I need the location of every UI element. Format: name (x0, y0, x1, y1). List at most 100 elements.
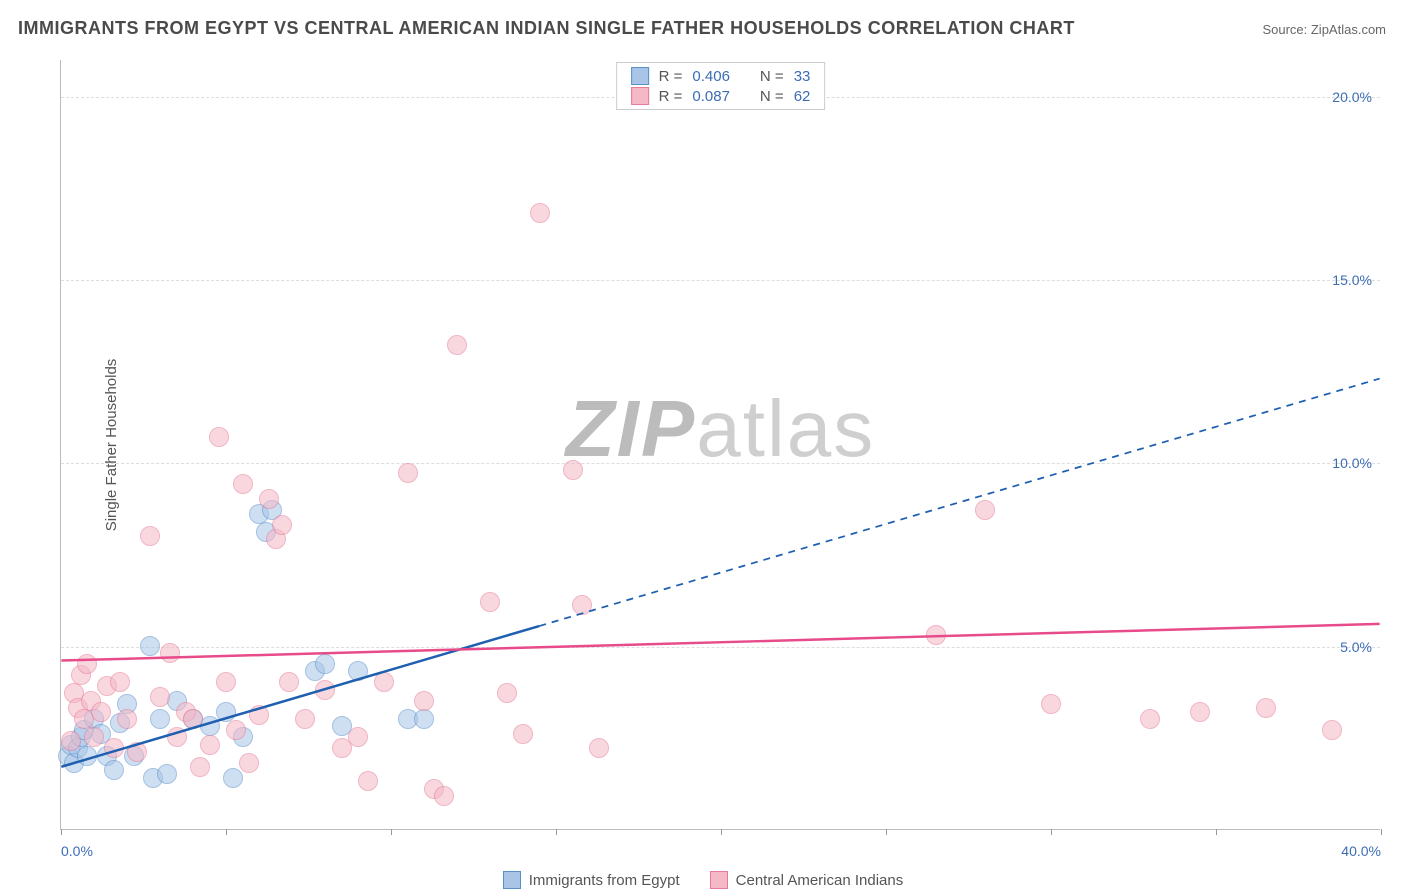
data-point (104, 738, 124, 758)
n-value-1: 62 (794, 88, 811, 105)
watermark: ZIPatlas (566, 383, 875, 475)
data-point (110, 672, 130, 692)
data-point (1322, 720, 1342, 740)
data-point (259, 489, 279, 509)
data-point (414, 691, 434, 711)
data-point (1041, 694, 1061, 714)
data-point (374, 672, 394, 692)
x-tick (556, 829, 557, 835)
r-label-1: R = (659, 88, 683, 105)
data-point (295, 709, 315, 729)
x-tick (391, 829, 392, 835)
legend-row-series-1: R = 0.087 N = 62 (631, 87, 811, 105)
data-point (157, 764, 177, 784)
legend-swatch-bottom-0 (503, 871, 521, 889)
data-point (150, 687, 170, 707)
data-point (926, 625, 946, 645)
data-point (497, 683, 517, 703)
data-point (190, 757, 210, 777)
data-point (200, 735, 220, 755)
x-tick (1051, 829, 1052, 835)
n-label-1: N = (760, 88, 784, 105)
data-point (150, 709, 170, 729)
data-point (589, 738, 609, 758)
data-point (279, 672, 299, 692)
plot-region: ZIPatlas R = 0.406 N = 33 R = 0.087 N = … (60, 60, 1380, 830)
data-point (84, 727, 104, 747)
data-point (348, 727, 368, 747)
r-value-1: 0.087 (692, 88, 730, 105)
legend-swatch-bottom-1 (710, 871, 728, 889)
x-tick (226, 829, 227, 835)
n-label-0: N = (760, 68, 784, 85)
data-point (216, 702, 236, 722)
legend-swatch-0 (631, 67, 649, 85)
y-axis-label: Single Father Households (103, 359, 120, 532)
data-point (91, 702, 111, 722)
gridline (61, 463, 1380, 464)
chart-area: ZIPatlas R = 0.406 N = 33 R = 0.087 N = … (60, 60, 1380, 830)
data-point (1190, 702, 1210, 722)
r-value-0: 0.406 (692, 68, 730, 85)
data-point (480, 592, 500, 612)
data-point (315, 680, 335, 700)
data-point (160, 643, 180, 663)
data-point (216, 672, 236, 692)
watermark-zip: ZIP (566, 384, 696, 473)
data-point (315, 654, 335, 674)
correlation-legend: R = 0.406 N = 33 R = 0.087 N = 62 (616, 62, 826, 110)
gridline (61, 280, 1380, 281)
data-point (226, 720, 246, 740)
y-tick-label: 10.0% (1332, 455, 1372, 471)
data-point (414, 709, 434, 729)
data-point (77, 746, 97, 766)
data-point (434, 786, 454, 806)
data-point (167, 727, 187, 747)
data-point (140, 636, 160, 656)
legend-row-series-0: R = 0.406 N = 33 (631, 67, 811, 85)
data-point (358, 771, 378, 791)
data-point (77, 654, 97, 674)
data-point (348, 661, 368, 681)
data-point (272, 515, 292, 535)
source-label: Source: ZipAtlas.com (1262, 22, 1386, 37)
legend-item-1: Central American Indians (710, 871, 904, 889)
data-point (183, 709, 203, 729)
data-point (223, 768, 243, 788)
data-point (117, 709, 137, 729)
data-point (1140, 709, 1160, 729)
y-tick-label: 5.0% (1340, 639, 1372, 655)
y-tick-label: 15.0% (1332, 272, 1372, 288)
data-point (1256, 698, 1276, 718)
x-tick (61, 829, 62, 835)
r-label-0: R = (659, 68, 683, 85)
x-tick (1216, 829, 1217, 835)
x-tick-label: 40.0% (1341, 843, 1381, 859)
data-point (572, 595, 592, 615)
watermark-atlas: atlas (696, 384, 875, 473)
data-point (447, 335, 467, 355)
data-point (209, 427, 229, 447)
data-point (398, 463, 418, 483)
series-legend: Immigrants from Egypt Central American I… (0, 871, 1406, 889)
legend-swatch-1 (631, 87, 649, 105)
data-point (249, 705, 269, 725)
data-point (975, 500, 995, 520)
data-point (233, 474, 253, 494)
x-tick (721, 829, 722, 835)
chart-title: IMMIGRANTS FROM EGYPT VS CENTRAL AMERICA… (18, 18, 1075, 39)
gridline (61, 647, 1380, 648)
data-point (140, 526, 160, 546)
x-tick (1381, 829, 1382, 835)
legend-label-1: Central American Indians (736, 872, 904, 889)
data-point (61, 731, 81, 751)
data-point (239, 753, 259, 773)
x-tick (886, 829, 887, 835)
legend-item-0: Immigrants from Egypt (503, 871, 680, 889)
legend-label-0: Immigrants from Egypt (529, 872, 680, 889)
data-point (104, 760, 124, 780)
data-point (530, 203, 550, 223)
data-point (513, 724, 533, 744)
y-tick-label: 20.0% (1332, 89, 1372, 105)
x-tick-label: 0.0% (61, 843, 93, 859)
